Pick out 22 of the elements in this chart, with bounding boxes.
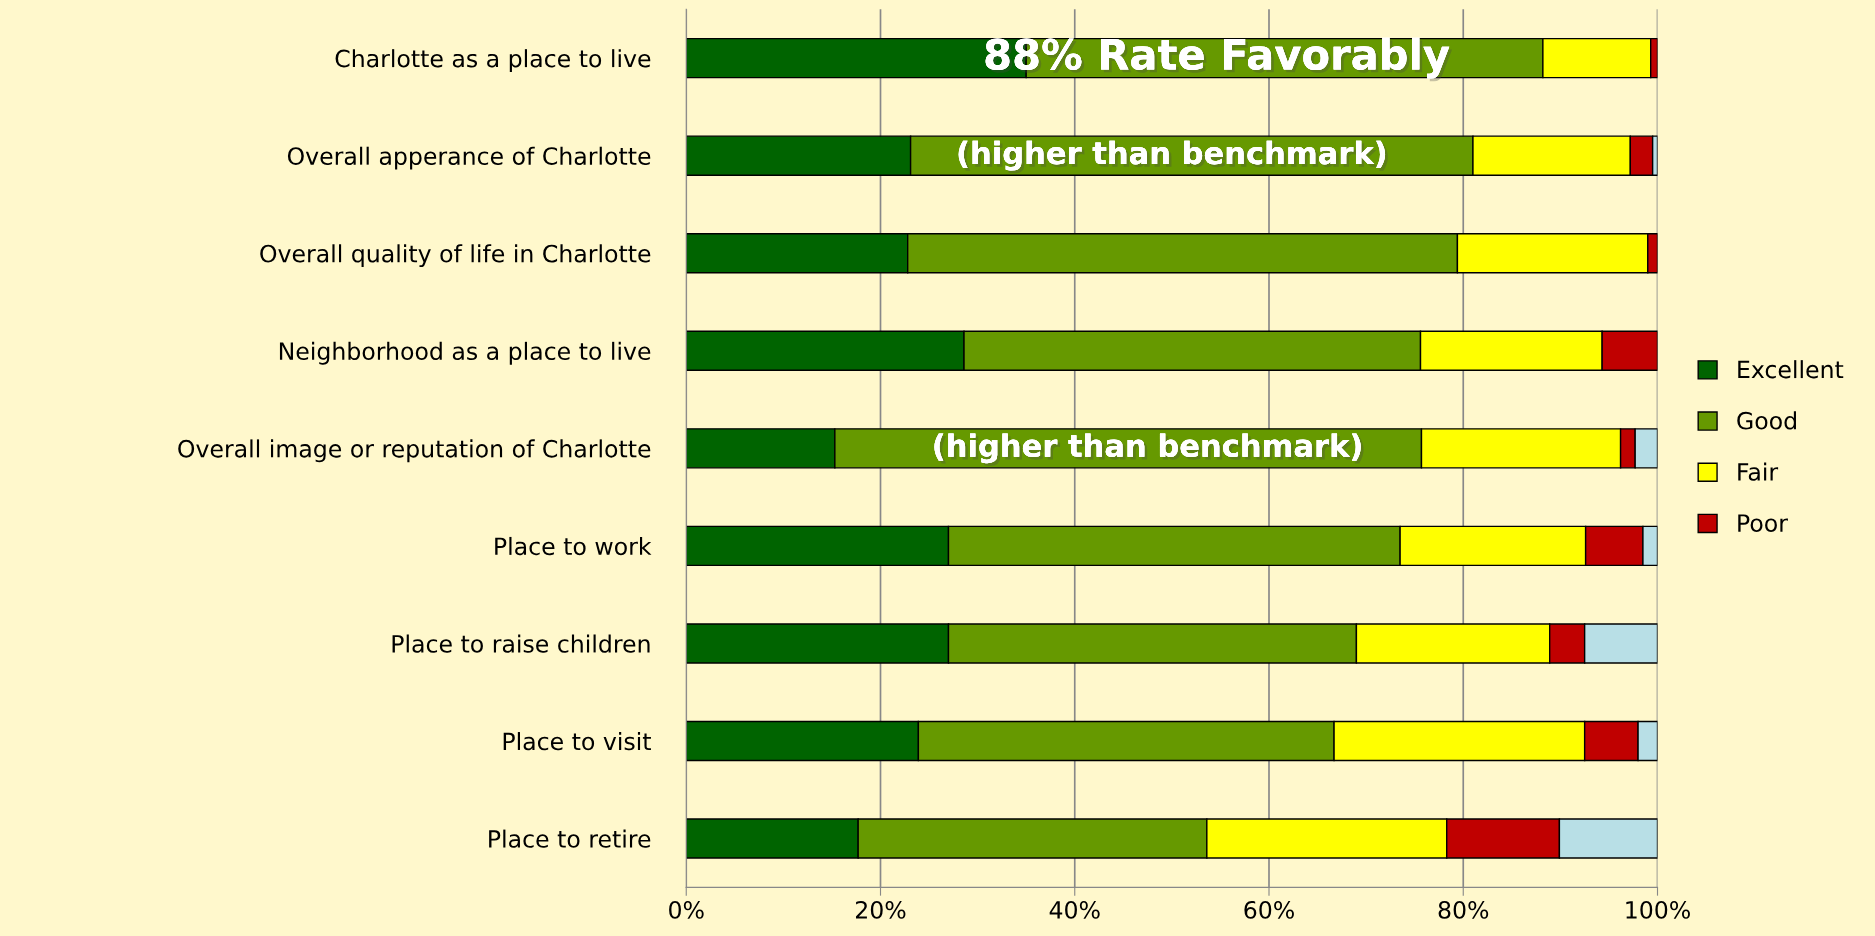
legend-label: Poor bbox=[1738, 514, 1788, 532]
x-tick-label: 40% bbox=[1049, 900, 1100, 919]
legend-label: Good bbox=[1737, 411, 1796, 430]
y-tick-label: Charlotte as a place to live bbox=[335, 49, 651, 73]
x-tick-label: 0% bbox=[669, 900, 704, 919]
y-tick-label: Neighborhood as a place to live bbox=[279, 341, 651, 365]
y-tick-label: Overall apperance of Charlotte bbox=[287, 146, 651, 170]
annotation: 88% Rate Favorably bbox=[985, 37, 1453, 82]
y-tick-label: Overall image or reputation of Charlotte bbox=[178, 439, 651, 463]
x-tick-label: 60% bbox=[1244, 900, 1294, 919]
legend-label: Fair bbox=[1738, 462, 1779, 481]
y-tick-label: Place to visit bbox=[503, 732, 651, 751]
y-tick-label: Place to retire bbox=[489, 829, 651, 848]
legend-label: Excellent bbox=[1738, 360, 1844, 379]
y-tick-label: Overall quality of life in Charlotte bbox=[260, 244, 651, 268]
x-tick-label: 20% bbox=[855, 900, 906, 919]
annotation: (higher than benchmark) bbox=[934, 433, 1364, 467]
x-tick-label: 100% bbox=[1626, 900, 1690, 919]
y-tick-label: Place to raise children bbox=[392, 634, 650, 653]
y-tick-label: Place to work bbox=[495, 536, 652, 556]
annotation: (higher than benchmark) bbox=[958, 140, 1388, 174]
x-tick-label: 80% bbox=[1438, 900, 1489, 919]
